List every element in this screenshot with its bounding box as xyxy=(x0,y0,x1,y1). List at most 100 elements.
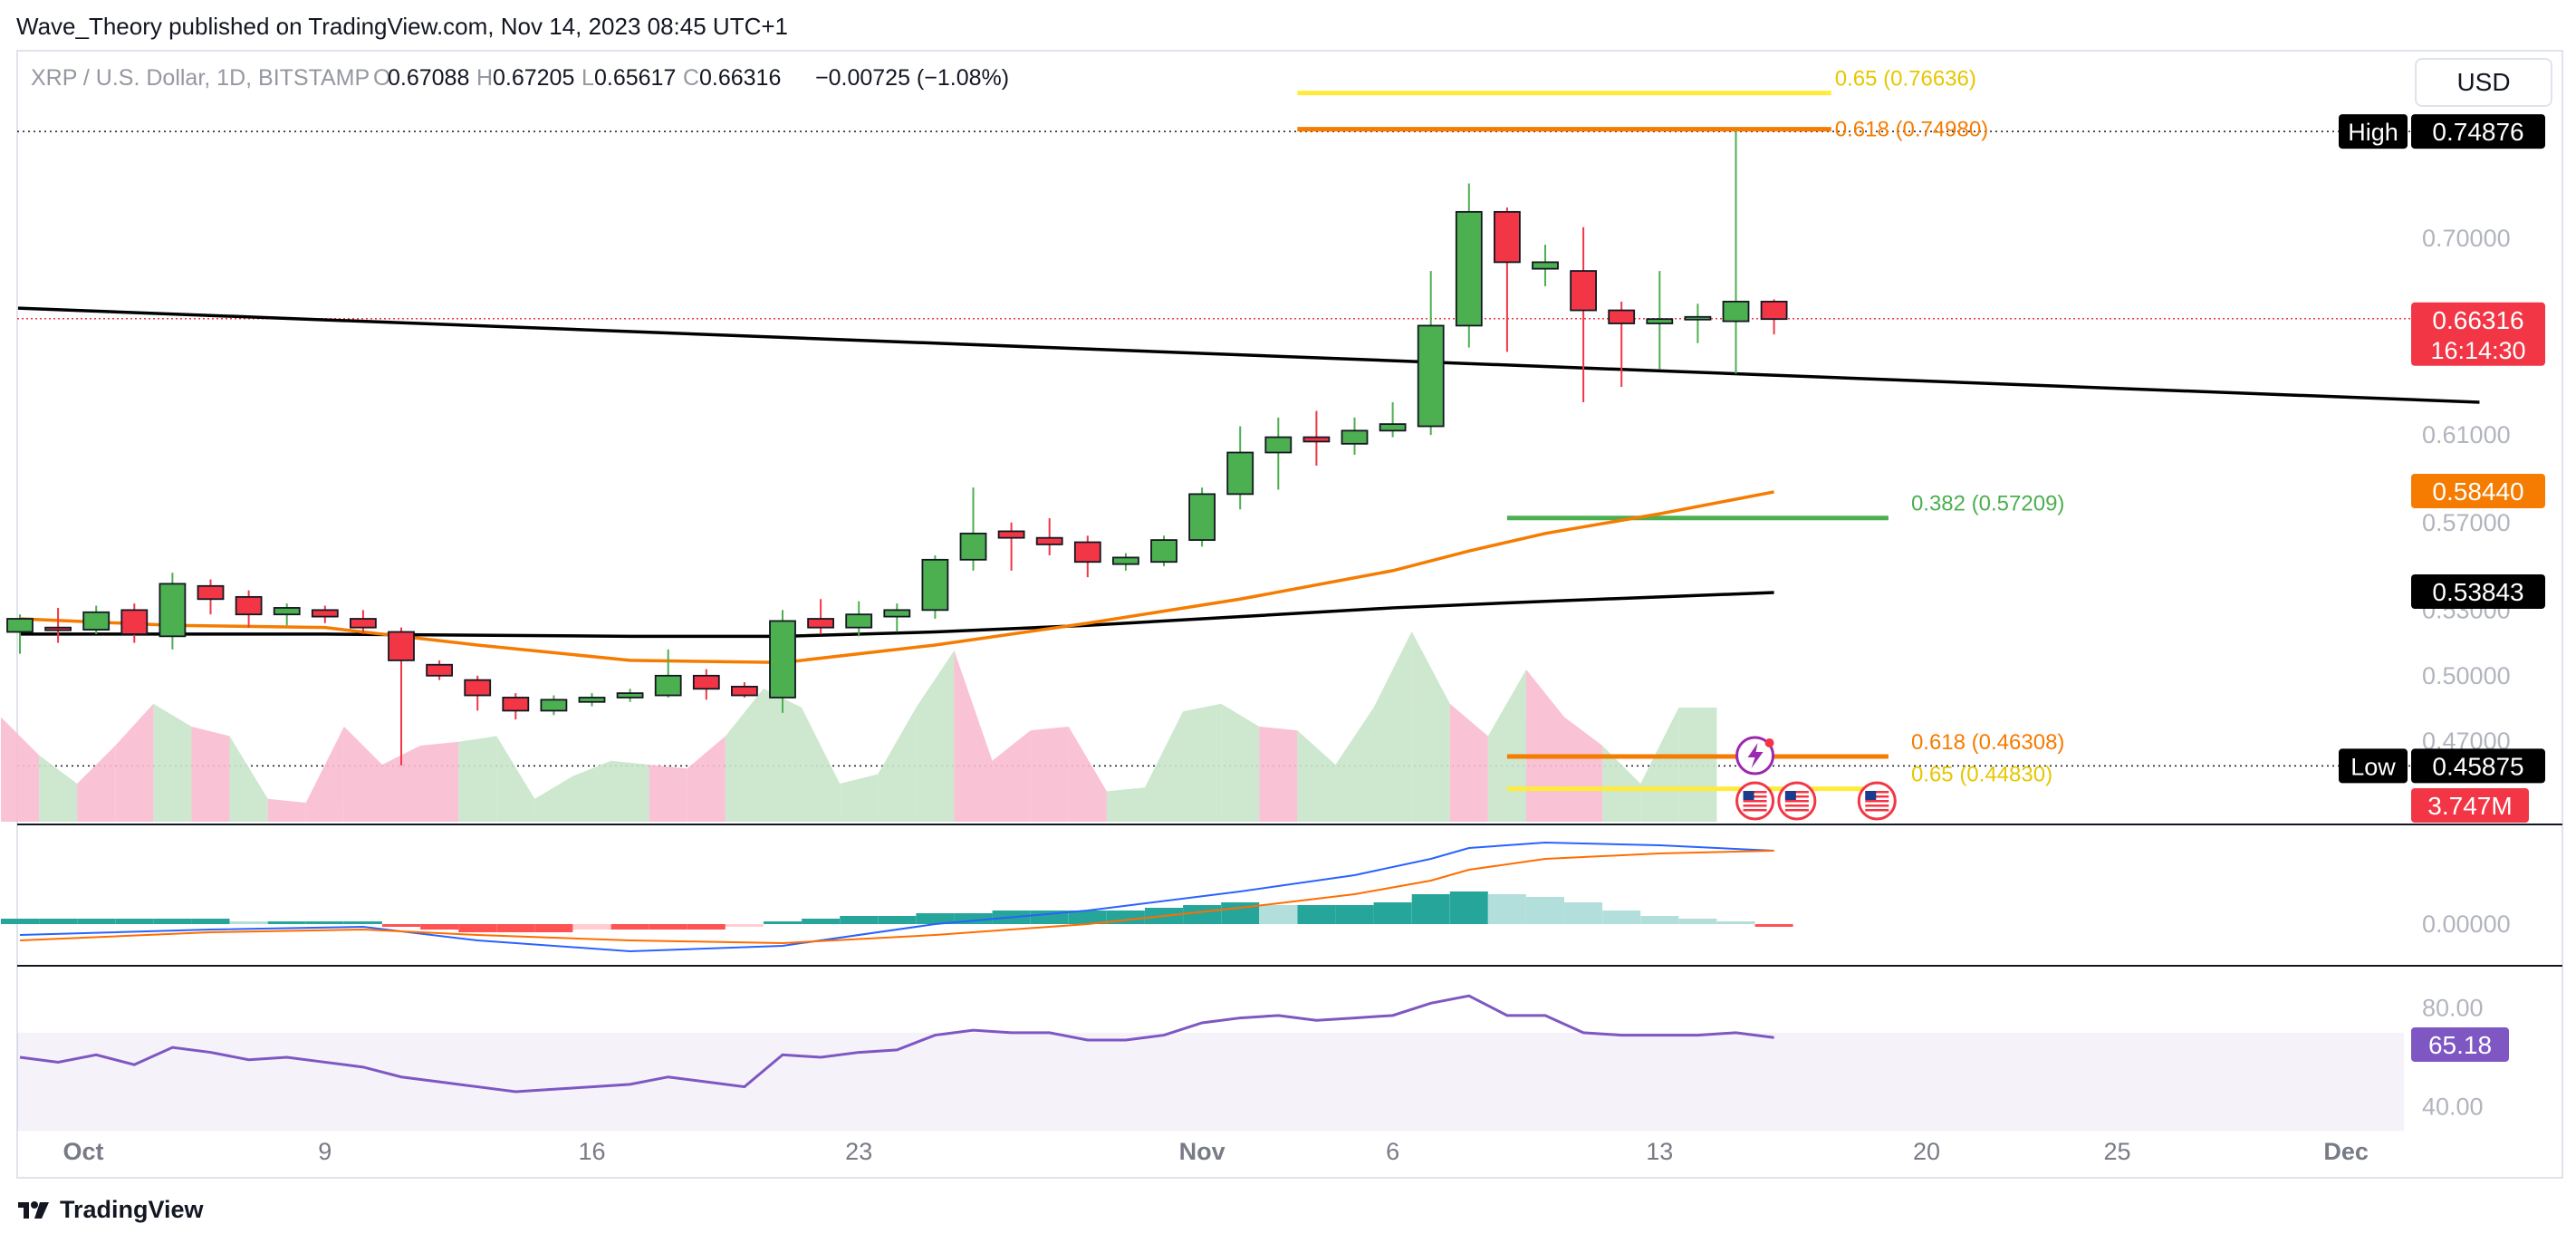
flag-stripe xyxy=(1784,800,1809,803)
macd-signal-line xyxy=(19,850,1774,945)
candle-up xyxy=(82,611,111,631)
indicator-lines xyxy=(17,306,2480,665)
macd-histogram-bar xyxy=(1183,905,1222,924)
candle-up xyxy=(616,692,644,699)
volume-bar xyxy=(1487,670,1526,822)
candle-up xyxy=(1341,429,1369,445)
price-tag-label: High xyxy=(2348,119,2398,146)
macd-histogram-bar xyxy=(1526,897,1564,924)
rsi-line xyxy=(19,994,1774,1094)
volume-bar xyxy=(725,689,764,822)
volume-bar xyxy=(572,760,611,822)
macd-histogram-bar xyxy=(39,919,78,924)
candle-down xyxy=(731,685,758,697)
candle-up xyxy=(654,674,682,697)
candle-up xyxy=(845,613,873,629)
candle-down xyxy=(311,609,339,618)
macd-tick-label: 0.00000 xyxy=(2422,911,2511,938)
candlestick-series[interactable] xyxy=(6,131,1788,766)
lightning-event-icon xyxy=(1735,736,1775,776)
volume-bar xyxy=(1602,746,1641,822)
price-badge-value: 0.53843 xyxy=(2432,578,2523,606)
macd-histogram-bar xyxy=(802,919,841,924)
flag-stripe xyxy=(1865,791,1889,794)
time-tick-label: Oct xyxy=(62,1138,103,1165)
candle-up xyxy=(959,532,987,561)
flag-stripe xyxy=(1784,791,1809,794)
macd-pane xyxy=(1,841,1793,953)
volume-bar xyxy=(343,727,382,822)
volume-bar xyxy=(381,746,421,822)
price-badge-value: 0.45875 xyxy=(2432,752,2523,780)
time-axis[interactable]: Oct 9 16 23 Nov 6 13 20 25 Dec xyxy=(62,1138,2368,1165)
macd-histogram-bar xyxy=(764,921,802,924)
macd-histogram-bar xyxy=(1487,894,1526,924)
macd-histogram-bar xyxy=(1068,911,1107,924)
descending-trendline xyxy=(17,306,2480,404)
pane-backgrounds xyxy=(16,50,2563,1179)
price-axis[interactable]: 0.700000.610000.570000.530000.500000.470… xyxy=(2339,114,2545,1120)
fib-level-label: 0.65 (0.44830) xyxy=(1911,763,2052,787)
event-icons[interactable] xyxy=(1735,736,1897,821)
price-badge xyxy=(2411,748,2545,784)
macd-histogram-bar xyxy=(610,924,649,930)
volume-bar xyxy=(1525,670,1565,822)
macd-histogram-bar xyxy=(267,921,306,924)
candle-down xyxy=(502,697,530,712)
macd-histogram-bar xyxy=(1678,919,1717,924)
volume-bar xyxy=(1259,727,1298,822)
currency-button[interactable]: USD xyxy=(2415,58,2552,107)
macd-histogram-bar xyxy=(1602,911,1641,924)
candle-down xyxy=(997,530,1025,539)
flag-stripe xyxy=(1865,800,1889,803)
volume-bar xyxy=(39,755,78,822)
macd-histogram-bar xyxy=(458,924,497,932)
macd-histogram-bar xyxy=(153,919,192,924)
macd-histogram-bar xyxy=(1,919,39,924)
candle-down xyxy=(1570,270,1597,312)
volume-bar xyxy=(1221,703,1260,822)
volume-badge-value: 3.747M xyxy=(2427,792,2512,820)
candle-up xyxy=(6,618,34,633)
macd-histogram-bar xyxy=(229,921,268,924)
rsi-value-label: 65.18 xyxy=(2428,1031,2492,1059)
fibonacci-levels[interactable]: 0.65 (0.76636) 0.618 (0.74980) 0.382 (0.57… xyxy=(1297,67,2064,792)
price-badge-value: 0.74876 xyxy=(2432,118,2523,146)
candle-up xyxy=(159,583,187,638)
volume-bar xyxy=(954,650,993,822)
macd-histogram-bar xyxy=(1335,905,1374,924)
volume-bar xyxy=(1640,708,1679,822)
candle-up xyxy=(1646,318,1674,324)
candle-down xyxy=(197,584,225,601)
candle-down xyxy=(692,674,720,690)
candle-up xyxy=(1722,300,1750,323)
notification-dot xyxy=(1764,738,1774,747)
time-tick-label: 6 xyxy=(1386,1138,1399,1165)
candle-up xyxy=(921,558,949,612)
price-badge xyxy=(2411,573,2545,609)
volume-bar xyxy=(992,730,1031,822)
macd-histogram-bar xyxy=(649,924,687,930)
candle-up xyxy=(540,699,568,712)
macd-histogram-bar xyxy=(77,919,116,924)
candle-up xyxy=(1112,556,1139,565)
volume-histogram xyxy=(0,631,1717,822)
candle-up xyxy=(578,697,606,703)
volume-bar xyxy=(229,736,268,822)
volume-bar xyxy=(840,774,879,822)
flag-canton xyxy=(1865,791,1877,800)
macd-histogram-bar xyxy=(840,916,879,924)
candle-down xyxy=(1035,536,1063,545)
fib-level-label: 0.618 (0.46308) xyxy=(1911,730,2064,755)
volume-bar xyxy=(1183,703,1222,822)
tradingview-brand: TradingView xyxy=(16,1196,204,1224)
time-tick-label: 16 xyxy=(578,1138,605,1165)
volume-bar xyxy=(1564,717,1603,822)
us-economic-event-icon xyxy=(1735,781,1775,821)
volume-bar xyxy=(534,776,573,822)
candle-up xyxy=(1532,261,1559,270)
fib-level-label: 0.382 (0.57209) xyxy=(1911,492,2064,516)
macd-histogram-bar xyxy=(343,921,382,924)
candle-down xyxy=(1760,300,1788,321)
